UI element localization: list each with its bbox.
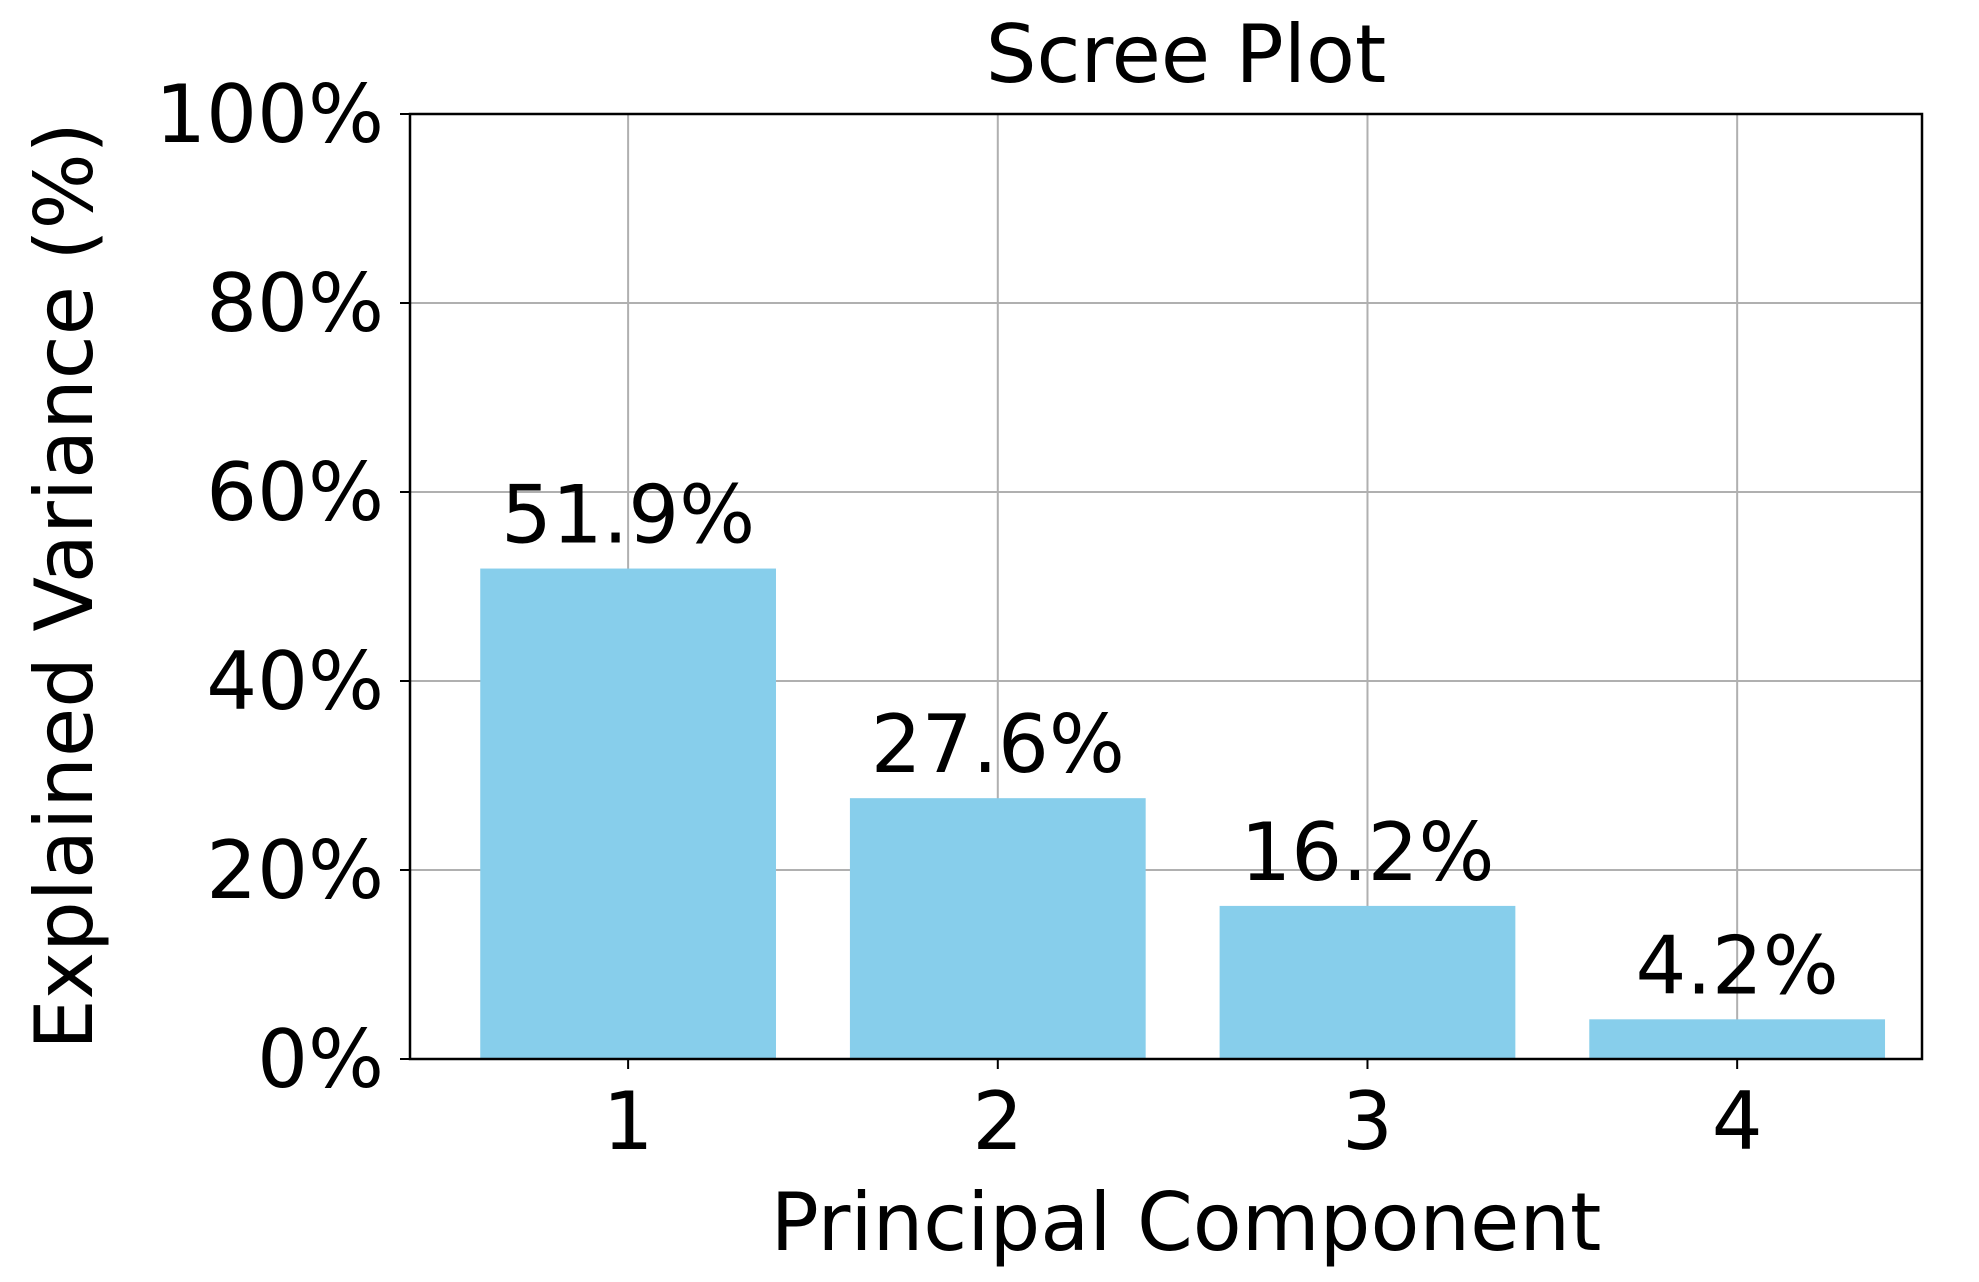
x-axis-label: Principal Component xyxy=(771,1176,1602,1269)
x-tick-label: 1 xyxy=(603,1075,654,1168)
value-label: 16.2% xyxy=(1240,806,1494,899)
plot-frame xyxy=(408,112,1924,1061)
bars xyxy=(480,568,1886,1059)
x-tick-label: 2 xyxy=(972,1075,1023,1168)
y-axis-label: Explained Variance (%) xyxy=(18,122,111,1050)
bar xyxy=(849,798,1146,1059)
bar xyxy=(1219,905,1516,1059)
chart-title: Scree Plot xyxy=(986,8,1387,101)
x-tick-label: 4 xyxy=(1712,1075,1763,1168)
y-tick-label: 40% xyxy=(206,635,384,728)
y-tick-label: 60% xyxy=(206,446,384,539)
value-label: 51.9% xyxy=(501,469,755,562)
bar xyxy=(1589,1019,1886,1059)
y-tick-label: 0% xyxy=(257,1013,384,1106)
y-tick-label: 100% xyxy=(155,68,384,161)
y-tick-label: 80% xyxy=(206,257,384,350)
x-tick-label: 3 xyxy=(1342,1075,1393,1168)
bar xyxy=(480,568,776,1059)
y-tick-label: 20% xyxy=(206,824,384,917)
value-label: 27.6% xyxy=(871,698,1125,791)
value-label: 4.2% xyxy=(1636,919,1839,1012)
labels: 0% 20% 40% 60% 80% 100% 1 2 3 4 51.9% 27.6% 16.2% 4.2… xyxy=(155,68,1839,1168)
